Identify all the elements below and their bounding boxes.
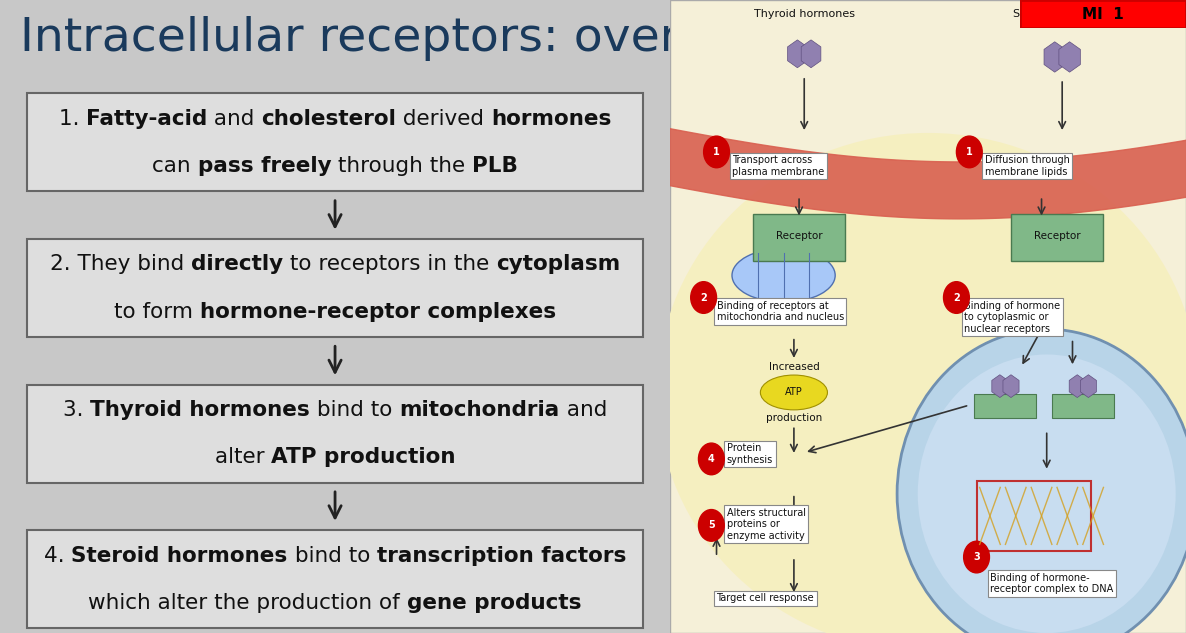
Text: 2. They bind: 2. They bind [50,254,191,275]
Text: Alters structural
proteins or
enzyme activity: Alters structural proteins or enzyme act… [727,508,805,541]
Text: 4: 4 [708,454,715,464]
FancyBboxPatch shape [27,239,643,337]
Text: directly: directly [191,254,283,275]
Text: and: and [560,400,607,420]
Text: 4.: 4. [44,546,71,566]
Text: through the: through the [331,156,472,176]
Text: transcription factors: transcription factors [377,546,626,566]
Text: Receptor: Receptor [1034,231,1080,241]
Text: production: production [766,413,822,423]
FancyBboxPatch shape [27,385,643,482]
FancyBboxPatch shape [670,0,1186,633]
Text: 3: 3 [974,552,980,562]
Circle shape [956,136,982,168]
Ellipse shape [657,133,1186,633]
Text: Binding of hormone
to cytoplasmic or
nuclear receptors: Binding of hormone to cytoplasmic or nuc… [964,301,1060,334]
Text: Fatty-acid: Fatty-acid [85,109,208,129]
Text: bind to: bind to [288,546,377,566]
Text: 1.: 1. [58,109,85,129]
FancyBboxPatch shape [27,93,643,191]
Text: 1: 1 [713,147,720,157]
Text: derived: derived [396,109,491,129]
Text: gene products: gene products [407,592,581,613]
Text: 3.: 3. [63,400,90,420]
Text: 2: 2 [700,292,707,303]
Circle shape [703,136,729,168]
FancyBboxPatch shape [1052,394,1114,418]
FancyBboxPatch shape [1020,0,1186,28]
Text: Protein
synthesis: Protein synthesis [727,443,773,465]
Text: hormone-receptor complexes: hormone-receptor complexes [200,301,556,322]
Text: Thyroid hormones: Thyroid hormones [754,9,855,20]
Ellipse shape [897,329,1186,633]
Text: mitochondria: mitochondria [400,400,560,420]
Circle shape [690,282,716,313]
Text: Steroid hormones: Steroid hormones [71,546,288,566]
Text: and: and [208,109,261,129]
Text: Increased: Increased [769,362,820,372]
FancyBboxPatch shape [975,394,1037,418]
Text: 1: 1 [965,147,973,157]
FancyBboxPatch shape [753,214,846,261]
Text: Binding of receptors at
mitochondria and nucleus: Binding of receptors at mitochondria and… [716,301,843,322]
FancyBboxPatch shape [27,530,643,628]
Text: PLB: PLB [472,156,518,176]
Text: Transport across
plasma membrane: Transport across plasma membrane [732,155,824,177]
Text: alter: alter [215,447,272,467]
Circle shape [944,282,969,313]
Text: ATP: ATP [785,387,803,398]
Ellipse shape [918,354,1175,633]
Text: ATP production: ATP production [272,447,455,467]
Text: pass freely: pass freely [198,156,331,176]
Text: bind to: bind to [311,400,400,420]
Text: cholesterol: cholesterol [261,109,396,129]
Ellipse shape [732,248,835,303]
Circle shape [964,541,989,573]
Ellipse shape [760,375,828,410]
Text: Diffusion through
membrane lipids: Diffusion through membrane lipids [984,155,1070,177]
Text: which alter the production of: which alter the production of [89,592,407,613]
FancyBboxPatch shape [1010,214,1103,261]
Text: MI  1: MI 1 [1082,7,1124,22]
Text: can: can [152,156,198,176]
Text: Receptor: Receptor [776,231,822,241]
Text: cytoplasm: cytoplasm [496,254,620,275]
Text: Target cell response: Target cell response [716,593,814,603]
Text: to receptors in the: to receptors in the [283,254,496,275]
Text: to form: to form [114,301,200,322]
Text: 2: 2 [954,292,959,303]
Text: Steroid hormones: Steroid hormones [1013,9,1111,20]
Circle shape [699,510,725,541]
Text: 5: 5 [708,520,715,530]
Circle shape [699,443,725,475]
Text: Binding of hormone-
receptor complex to DNA: Binding of hormone- receptor complex to … [990,573,1114,594]
Text: hormones: hormones [491,109,612,129]
Text: Thyroid hormones: Thyroid hormones [90,400,311,420]
Text: Intracellular receptors: overview: Intracellular receptors: overview [20,16,789,61]
